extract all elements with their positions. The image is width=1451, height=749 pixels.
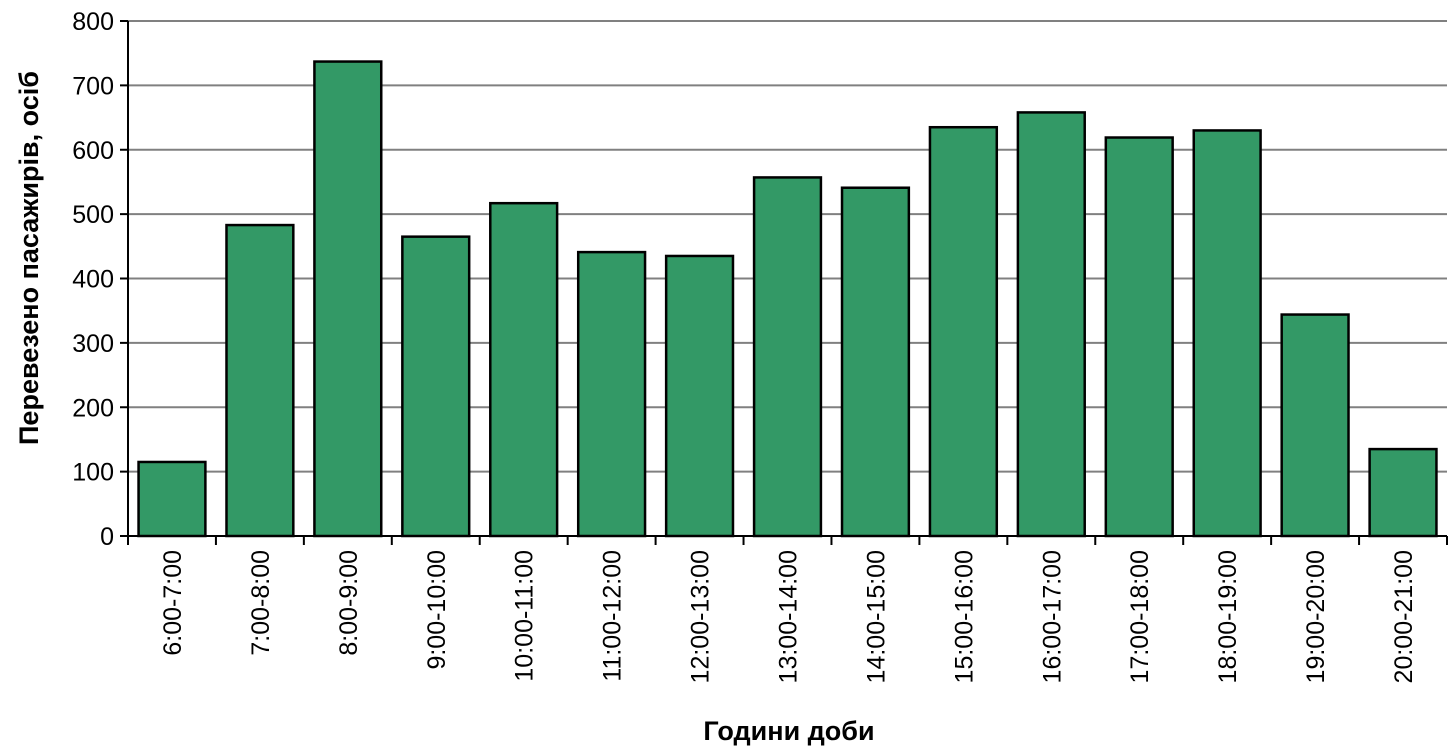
x-tick-label-8:00-9:00: 8:00-9:00 [335,550,363,656]
axes [120,20,1448,545]
bar-7:00-8:00 [225,223,295,538]
x-tick-label-7:00-8:00: 7:00-8:00 [247,550,275,656]
x-axis-title: Години доби [703,716,874,746]
y-tick-label-600: 600 [72,137,114,165]
x-tick-label-16:00-17:00: 16:00-17:00 [1038,550,1066,683]
x-tick-label-14:00-15:00: 14:00-15:00 [862,550,890,683]
x-tick-label-20:00-21:00: 20:00-21:00 [1390,550,1418,683]
y-axis-title: Перевезено пасажирів, осіб [14,71,44,445]
bar-17:00-18:00 [1104,136,1174,538]
bar-20:00-21:00 [1368,447,1438,538]
y-tick-label-700: 700 [72,72,114,100]
bar-18:00-19:00 [1192,129,1262,538]
bar-11:00-12:00 [576,250,647,538]
bar-14:00-15:00 [840,186,911,538]
bar-6:00-7:00 [137,460,207,538]
x-tick-label-10:00-11:00: 10:00-11:00 [511,550,539,682]
y-tick-label-300: 300 [72,330,114,358]
bar-16:00-17:00 [1016,111,1086,538]
bar-9:00-10:00 [401,235,471,538]
x-tick-labels: 6:00-7:00 7:00-8:00 8:00-9:00 9:00-10:00 10:… [159,550,1418,683]
bar-19:00-20:00 [1280,313,1350,538]
x-tick-label-6:00-7:00: 6:00-7:00 [159,550,187,656]
y-tick-label-200: 200 [72,394,114,422]
bars [137,60,1438,538]
x-tick-label-15:00-16:00: 15:00-16:00 [950,550,978,683]
x-tick-label-9:00-10:00: 9:00-10:00 [423,550,451,670]
x-tick-label-18:00-19:00: 18:00-19:00 [1214,550,1242,683]
x-tick-label-11:00-12:00: 11:00-12:00 [599,550,627,682]
y-tick-label-100: 100 [72,459,114,487]
y-tick-labels: 0 100 200 300 400 500 600 700 800 [72,8,114,551]
y-tick-label-800: 800 [72,8,114,36]
x-tick-label-12:00-13:00: 12:00-13:00 [687,550,715,683]
x-tick-label-13:00-14:00: 13:00-14:00 [775,550,803,683]
x-tick-label-19:00-20:00: 19:00-20:00 [1302,550,1330,683]
y-tick-label-0: 0 [100,523,114,551]
bar-10:00-11:00 [489,201,559,538]
bar-8:00-9:00 [313,60,383,538]
bar-15:00-16:00 [928,125,999,538]
bar-12:00-13:00 [664,254,735,538]
bar-13:00-14:00 [752,176,823,538]
y-tick-label-500: 500 [72,201,114,229]
y-tick-label-400: 400 [72,266,114,294]
x-tick-label-17:00-18:00: 17:00-18:00 [1126,550,1154,683]
